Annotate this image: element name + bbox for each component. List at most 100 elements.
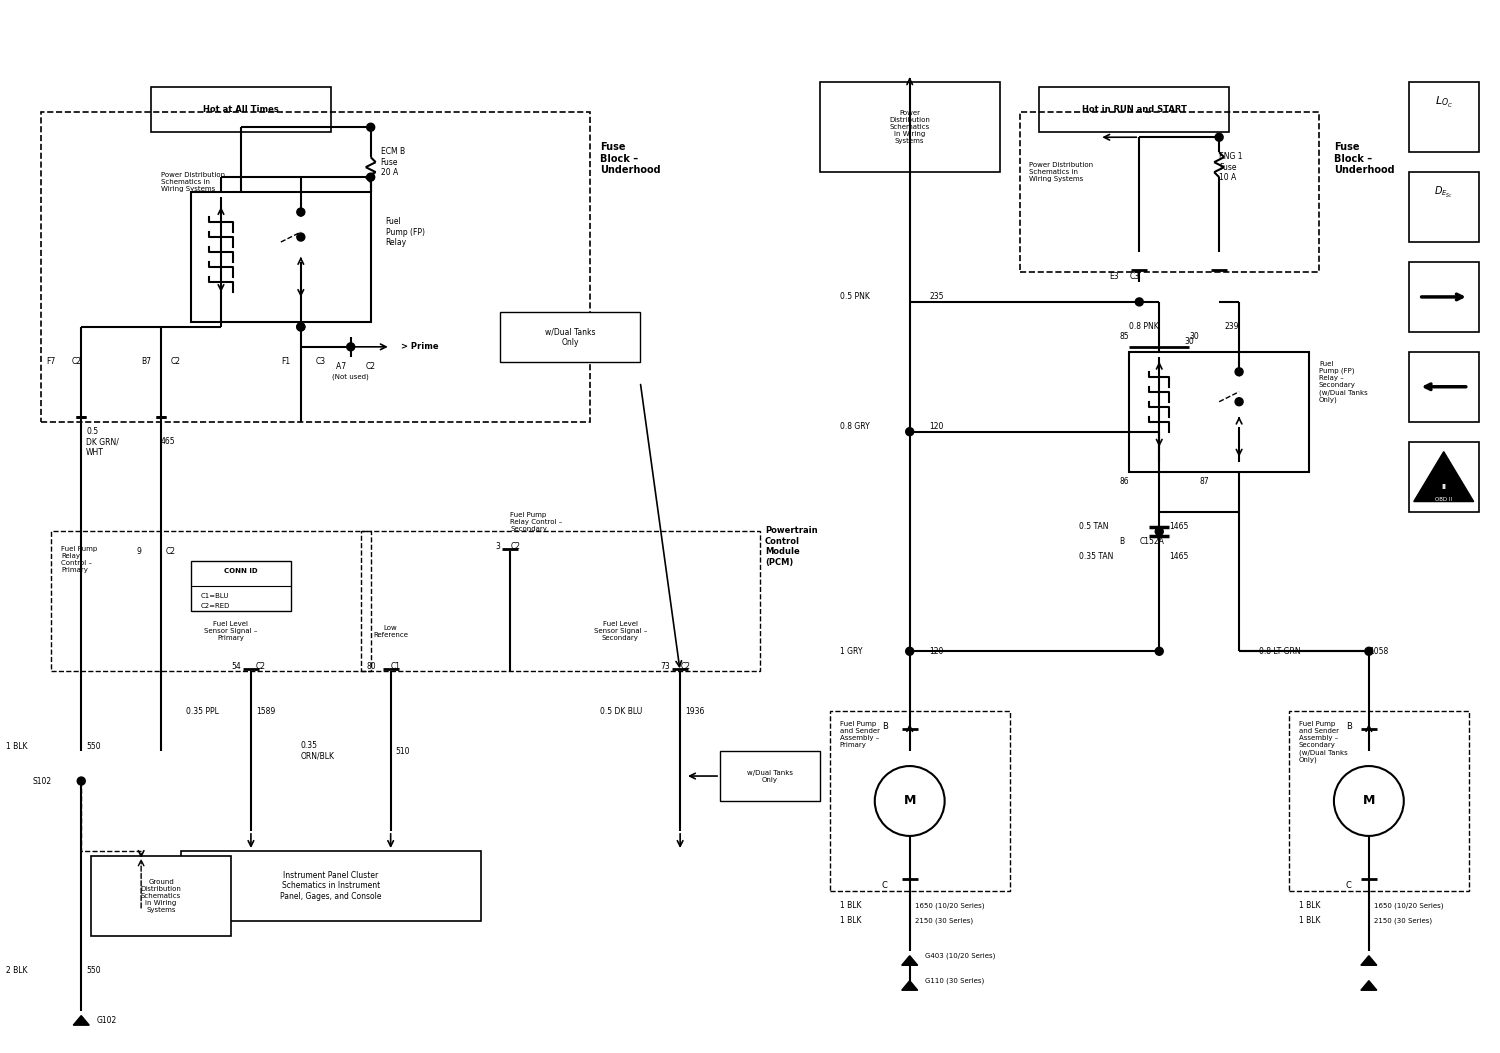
Polygon shape xyxy=(1414,452,1473,501)
Text: 85: 85 xyxy=(1119,333,1130,341)
Text: 87: 87 xyxy=(1200,477,1209,486)
Text: M: M xyxy=(1362,795,1376,808)
Text: G110 (30 Series): G110 (30 Series) xyxy=(924,977,984,984)
Circle shape xyxy=(297,323,304,331)
Polygon shape xyxy=(1360,956,1377,966)
Text: C: C xyxy=(882,881,888,891)
Text: (Not used): (Not used) xyxy=(333,374,369,380)
Text: Fuel Level
Sensor Signal –
Secondary: Fuel Level Sensor Signal – Secondary xyxy=(594,621,646,641)
Bar xyxy=(92,856,231,936)
Text: 1 BLK: 1 BLK xyxy=(1299,901,1320,910)
Bar xyxy=(190,192,370,322)
Text: 510: 510 xyxy=(396,747,410,756)
Circle shape xyxy=(906,428,914,436)
Text: Fuse
Block –
Underhood: Fuse Block – Underhood xyxy=(600,142,662,176)
Text: B: B xyxy=(1119,537,1125,545)
Circle shape xyxy=(1234,367,1244,376)
Text: 120: 120 xyxy=(930,647,944,656)
Circle shape xyxy=(1234,398,1244,405)
Text: 0.8 LT GRN: 0.8 LT GRN xyxy=(1258,647,1300,656)
Text: Fuel
Pump (FP)
Relay: Fuel Pump (FP) Relay xyxy=(386,217,424,247)
Bar xyxy=(1408,82,1479,153)
Text: C2: C2 xyxy=(171,357,182,366)
Text: Fuel Pump
and Sender
Assembly –
Primary: Fuel Pump and Sender Assembly – Primary xyxy=(840,721,880,748)
Text: 1650 (10/20 Series): 1650 (10/20 Series) xyxy=(1374,902,1443,909)
Bar xyxy=(360,532,760,671)
Text: Fuse
Block –
Underhood: Fuse Block – Underhood xyxy=(1334,142,1395,176)
Bar xyxy=(1408,352,1479,421)
Text: 1465: 1465 xyxy=(1168,522,1188,531)
Text: 3: 3 xyxy=(495,542,501,551)
Bar xyxy=(1408,172,1479,242)
Text: Power
Distribution
Schematics
In Wiring
Systems: Power Distribution Schematics In Wiring … xyxy=(890,111,930,144)
Text: Fuel Level
Sensor Signal –
Primary: Fuel Level Sensor Signal – Primary xyxy=(204,621,258,641)
Text: 1 BLK: 1 BLK xyxy=(1299,916,1320,926)
Text: 2 BLK: 2 BLK xyxy=(6,967,28,975)
Text: 1 BLK: 1 BLK xyxy=(6,741,28,751)
Text: Fuel Pump
and Sender
Assembly –
Secondary
(w/Dual Tanks
Only): Fuel Pump and Sender Assembly – Secondar… xyxy=(1299,721,1347,763)
Text: G102: G102 xyxy=(96,1016,117,1025)
Text: 0.35 PPL: 0.35 PPL xyxy=(186,707,219,716)
Text: C2: C2 xyxy=(72,357,81,366)
Bar xyxy=(1408,441,1479,512)
Polygon shape xyxy=(902,956,918,966)
Text: 1936: 1936 xyxy=(686,707,705,716)
Text: ECM B
Fuse
20 A: ECM B Fuse 20 A xyxy=(381,147,405,177)
Text: 73: 73 xyxy=(660,661,670,671)
Bar xyxy=(51,532,370,671)
Text: C2: C2 xyxy=(510,542,520,551)
Circle shape xyxy=(906,648,914,655)
Polygon shape xyxy=(1360,980,1377,990)
Circle shape xyxy=(346,343,354,351)
Bar xyxy=(1408,262,1479,332)
Text: 2150 (30 Series): 2150 (30 Series) xyxy=(1374,917,1432,925)
Text: C2=RED: C2=RED xyxy=(201,603,231,610)
Text: CONN ID: CONN ID xyxy=(224,569,258,575)
Circle shape xyxy=(297,208,304,216)
Bar xyxy=(720,751,821,801)
Bar xyxy=(190,561,291,612)
Text: 0.8 PNK: 0.8 PNK xyxy=(1130,322,1160,332)
Text: C152A: C152A xyxy=(1140,537,1164,545)
Text: 54: 54 xyxy=(231,661,242,671)
Text: B7: B7 xyxy=(141,357,152,366)
Text: 30: 30 xyxy=(1185,337,1194,346)
Bar xyxy=(1288,711,1468,891)
Text: 235: 235 xyxy=(930,293,944,301)
Circle shape xyxy=(1155,648,1162,655)
Circle shape xyxy=(1215,134,1222,141)
Text: 1650 (10/20 Series): 1650 (10/20 Series) xyxy=(915,902,984,909)
Circle shape xyxy=(297,323,304,331)
Text: 1 BLK: 1 BLK xyxy=(840,916,861,926)
Text: C1: C1 xyxy=(390,661,400,671)
Text: 0.35 TAN: 0.35 TAN xyxy=(1080,552,1114,561)
Circle shape xyxy=(1155,528,1162,536)
Polygon shape xyxy=(74,1015,88,1026)
Text: 239: 239 xyxy=(1224,322,1239,332)
Circle shape xyxy=(297,233,304,241)
Text: Fuel
Pump (FP)
Relay –
Secondary
(w/Dual Tanks
Only): Fuel Pump (FP) Relay – Secondary (w/Dual… xyxy=(1318,360,1368,403)
Text: 80: 80 xyxy=(366,661,375,671)
Circle shape xyxy=(1365,648,1372,655)
Text: Hot in RUN and START: Hot in RUN and START xyxy=(1082,105,1186,114)
Bar xyxy=(830,711,1010,891)
Text: Ground
Distribution
Schematics
in Wiring
Systems: Ground Distribution Schematics in Wiring… xyxy=(141,879,182,913)
Circle shape xyxy=(366,123,375,132)
Polygon shape xyxy=(902,980,918,990)
Text: M: M xyxy=(903,795,916,808)
Text: C1=BLU: C1=BLU xyxy=(201,594,229,599)
Text: 1465: 1465 xyxy=(1168,552,1188,561)
Text: B: B xyxy=(882,721,888,731)
Text: Fuel Pump
Relay Control –
Secondary: Fuel Pump Relay Control – Secondary xyxy=(510,512,562,532)
Bar xyxy=(501,312,640,362)
Text: ENG 1
Fuse
10 A: ENG 1 Fuse 10 A xyxy=(1220,153,1242,182)
Text: 1589: 1589 xyxy=(256,707,274,716)
Text: Powertrain
Control
Module
(PCM): Powertrain Control Module (PCM) xyxy=(765,526,818,567)
Text: > Prime: > Prime xyxy=(400,342,438,352)
Text: 1 BLK: 1 BLK xyxy=(840,901,861,910)
Text: C2: C2 xyxy=(680,661,690,671)
Bar xyxy=(821,82,999,172)
Text: A7: A7 xyxy=(336,362,348,372)
Text: 0.5 TAN: 0.5 TAN xyxy=(1080,522,1108,531)
Bar xyxy=(182,851,480,920)
